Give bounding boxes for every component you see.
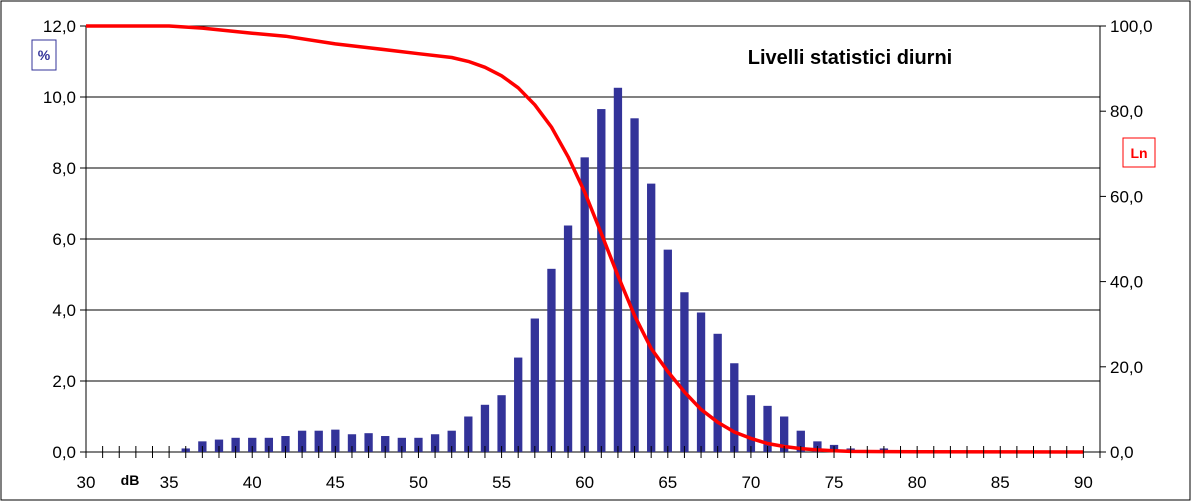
bar: [547, 268, 556, 452]
bar: [630, 118, 639, 453]
left-unit-box: [31, 39, 57, 71]
x-tick-label: 70: [741, 473, 760, 492]
bar: [364, 433, 373, 452]
left-axis-ticks: 0,0 2,0 4,0 6,0 8,0 10,0 12,0: [43, 17, 86, 462]
bar: [497, 395, 506, 452]
bar: [663, 249, 672, 452]
bar: [713, 333, 722, 452]
bar: [647, 183, 656, 452]
x-tick-label: 80: [908, 473, 927, 492]
bar: [297, 430, 307, 452]
cumulative-ln-line: [86, 24, 1084, 454]
bar: [231, 437, 240, 452]
bar: [447, 430, 456, 452]
x-tick-label: 60: [575, 473, 594, 492]
bar: [514, 357, 523, 452]
x-tick-label: 65: [658, 473, 677, 492]
left-tick-label: 12,0: [43, 17, 76, 36]
bar: [680, 292, 689, 452]
right-unit-box: [1122, 137, 1156, 168]
left-tick-label: 0,0: [52, 443, 76, 462]
bar: [580, 157, 589, 452]
bar: [480, 404, 490, 452]
bar: [281, 436, 290, 452]
bar: [214, 439, 224, 452]
bar: [347, 434, 357, 452]
left-tick-label: 2,0: [52, 372, 76, 391]
chart-title: Livelli statistici diurni: [748, 47, 953, 69]
right-tick-label: 20,0: [1110, 358, 1143, 377]
left-tick-label: 8,0: [52, 159, 76, 178]
bar: [763, 405, 772, 452]
bar: [314, 430, 323, 452]
right-unit-label: Ln: [1130, 145, 1147, 161]
x-tick-label: 45: [326, 473, 345, 492]
x-tick-label: 50: [409, 473, 428, 492]
bar: [597, 109, 606, 452]
bar: [414, 437, 423, 452]
bar: [780, 416, 789, 452]
bar: [381, 436, 390, 452]
left-tick-label: 10,0: [43, 88, 76, 107]
x-tick-label: 75: [825, 473, 844, 492]
right-tick-label: 100,0: [1110, 17, 1153, 36]
bar: [397, 437, 406, 452]
x-axis-ticks: 30 35 40 45 50 55 60 65 70 75 80 85 90: [77, 446, 1101, 492]
x-tick-label: 85: [991, 473, 1010, 492]
left-tick-label: 4,0: [52, 301, 76, 320]
bar: [796, 430, 805, 452]
right-tick-label: 60,0: [1110, 187, 1143, 206]
right-tick-label: 0,0: [1110, 443, 1134, 462]
right-axis-ticks: 0,0 20,0 40,0 60,0 80,0 100,0: [1100, 17, 1153, 462]
x-unit-label: dB: [121, 472, 140, 488]
left-unit-label: %: [38, 47, 51, 63]
bar: [464, 416, 473, 452]
x-tick-label: 35: [160, 473, 179, 492]
bar: [730, 363, 739, 452]
left-tick-label: 6,0: [52, 230, 76, 249]
x-tick-label: 55: [492, 473, 511, 492]
right-tick-label: 80,0: [1110, 102, 1143, 121]
x-tick-label: 40: [243, 473, 262, 492]
right-tick-label: 40,0: [1110, 273, 1143, 292]
bar: [530, 318, 539, 452]
bar: [613, 87, 623, 453]
x-tick-label: 90: [1074, 473, 1093, 492]
bar: [264, 437, 274, 452]
bar: [696, 312, 706, 452]
bar: [430, 434, 440, 452]
bar: [563, 225, 573, 452]
bar: [331, 429, 340, 452]
bar: [248, 437, 257, 452]
bar: [746, 395, 756, 452]
x-tick-label: 30: [77, 473, 96, 492]
